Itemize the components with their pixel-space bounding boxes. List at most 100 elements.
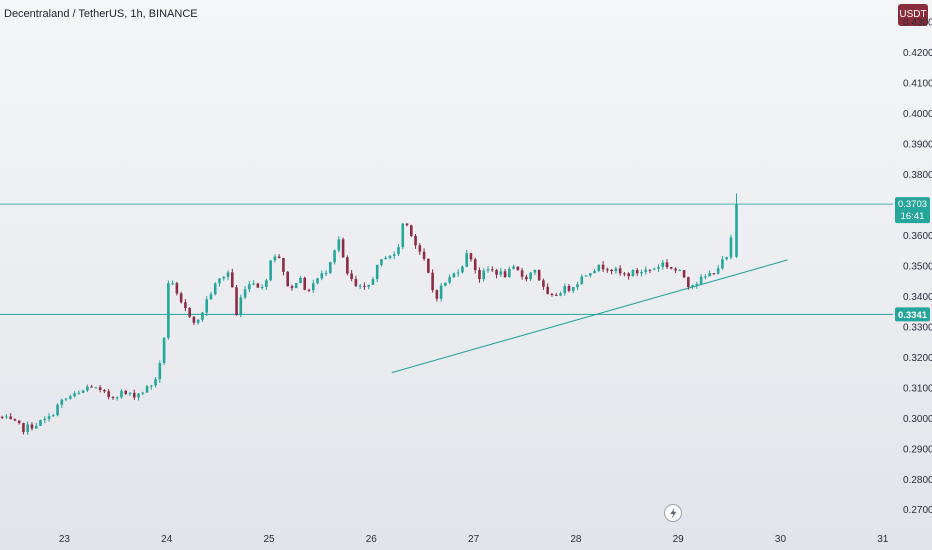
candle [107, 389, 110, 400]
candle [81, 389, 85, 394]
candle [192, 316, 196, 326]
candle [661, 259, 665, 270]
candle [597, 264, 601, 273]
candle [145, 384, 149, 393]
y-tick-label: 0.3100 [903, 383, 932, 394]
candle [554, 292, 558, 296]
candle [567, 283, 571, 293]
candle [90, 384, 93, 388]
candle [354, 275, 358, 288]
candle [350, 269, 353, 282]
candle [371, 276, 375, 286]
candle [243, 286, 247, 300]
candle [623, 272, 626, 277]
candle [120, 389, 123, 399]
candle [465, 249, 469, 268]
candle [397, 244, 400, 257]
candle [478, 267, 481, 283]
candle [682, 270, 686, 279]
candle [414, 234, 417, 249]
candle [486, 266, 490, 273]
candle [691, 284, 694, 290]
candle [593, 269, 596, 274]
candle [674, 267, 677, 273]
candle [601, 261, 605, 273]
candle [150, 384, 153, 390]
candle [589, 273, 592, 278]
candle [388, 255, 392, 260]
y-tick-label: 0.3500 [903, 261, 932, 272]
candle [337, 236, 341, 253]
candle [712, 273, 716, 276]
candle [273, 254, 277, 263]
candle [60, 398, 64, 408]
candle [610, 268, 613, 275]
candle [409, 224, 413, 238]
candle [652, 267, 656, 271]
candle [43, 416, 47, 424]
candle [431, 269, 434, 293]
candle [537, 269, 541, 281]
candle [154, 377, 157, 388]
y-tick-label: 0.2800 [903, 475, 932, 486]
candle [401, 223, 405, 250]
candle [469, 252, 473, 262]
x-tick-label: 30 [775, 534, 787, 545]
candle [188, 307, 191, 319]
candle [482, 268, 486, 282]
support-price-badge [895, 307, 930, 322]
last-price-label: 0.3703 [898, 199, 927, 210]
candle [290, 284, 294, 291]
candle [618, 265, 622, 276]
candle [341, 237, 345, 258]
candle [525, 274, 528, 282]
candle [226, 270, 230, 281]
y-tick-label: 0.2700 [903, 505, 932, 516]
candle [687, 276, 690, 290]
candle [584, 275, 588, 277]
candle [550, 293, 554, 297]
candle [405, 223, 409, 227]
candle [333, 249, 336, 265]
candle [256, 282, 260, 288]
candle [418, 243, 422, 256]
candle [640, 269, 643, 277]
y-tick-label: 0.4100 [903, 79, 932, 90]
candle [0, 415, 4, 420]
candle [461, 265, 464, 274]
lightning-icon[interactable] [664, 504, 682, 522]
candle [559, 291, 562, 297]
chart-title: Decentraland / TetherUS, 1h, BINANCE [4, 8, 198, 20]
candle [5, 414, 8, 420]
candle [269, 259, 272, 282]
candle [51, 413, 55, 417]
trendline[interactable] [391, 259, 788, 374]
y-tick-label: 0.4200 [903, 48, 932, 59]
candle [580, 274, 584, 285]
candle [64, 397, 68, 402]
x-tick-label: 27 [468, 534, 480, 545]
candle [277, 254, 281, 259]
candle [452, 272, 456, 279]
candle [635, 267, 639, 276]
candle [34, 422, 38, 429]
candle [380, 259, 383, 267]
candle [516, 266, 520, 271]
candle [729, 234, 733, 260]
candle [520, 267, 524, 280]
candle [439, 283, 443, 302]
candle [137, 392, 140, 401]
candle [9, 413, 12, 420]
candle [456, 269, 460, 277]
candle [282, 257, 285, 276]
candle [128, 391, 132, 397]
candle [614, 266, 618, 274]
candle [230, 268, 234, 288]
currency-badge[interactable]: USDT [898, 4, 928, 26]
candle [265, 278, 268, 290]
candle [329, 261, 332, 275]
x-tick-label: 29 [673, 534, 685, 545]
candle [499, 267, 503, 278]
candle [77, 390, 81, 395]
